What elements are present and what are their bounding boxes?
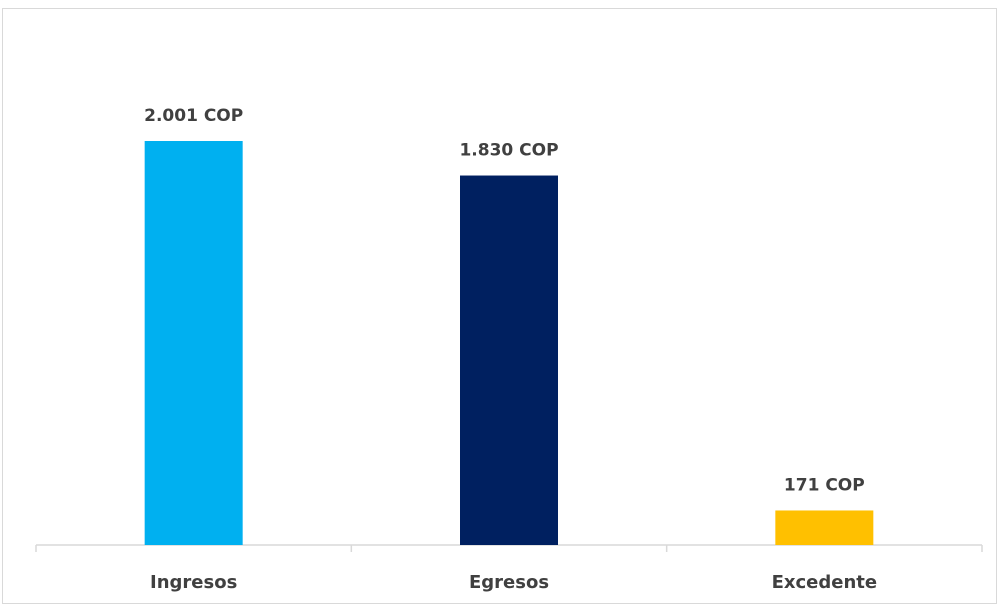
data-label-ingresos: 2.001 COP (144, 106, 243, 126)
data-labels: 2.001 COP 1.830 COP 171 COP (144, 106, 865, 495)
category-labels: Ingresos Egresos Excedente (150, 572, 877, 593)
bars (144, 141, 874, 546)
bar-egresos (460, 175, 558, 546)
data-label-egresos: 1.830 COP (459, 141, 558, 161)
category-label-egresos: Egresos (469, 572, 549, 593)
category-label-excedente: Excedente (772, 572, 878, 593)
category-label-ingresos: Ingresos (150, 572, 237, 593)
bar-ingresos (144, 141, 243, 545)
data-label-excedente: 171 COP (784, 475, 865, 495)
x-axis (35, 544, 983, 552)
bar-excedente (775, 510, 874, 545)
